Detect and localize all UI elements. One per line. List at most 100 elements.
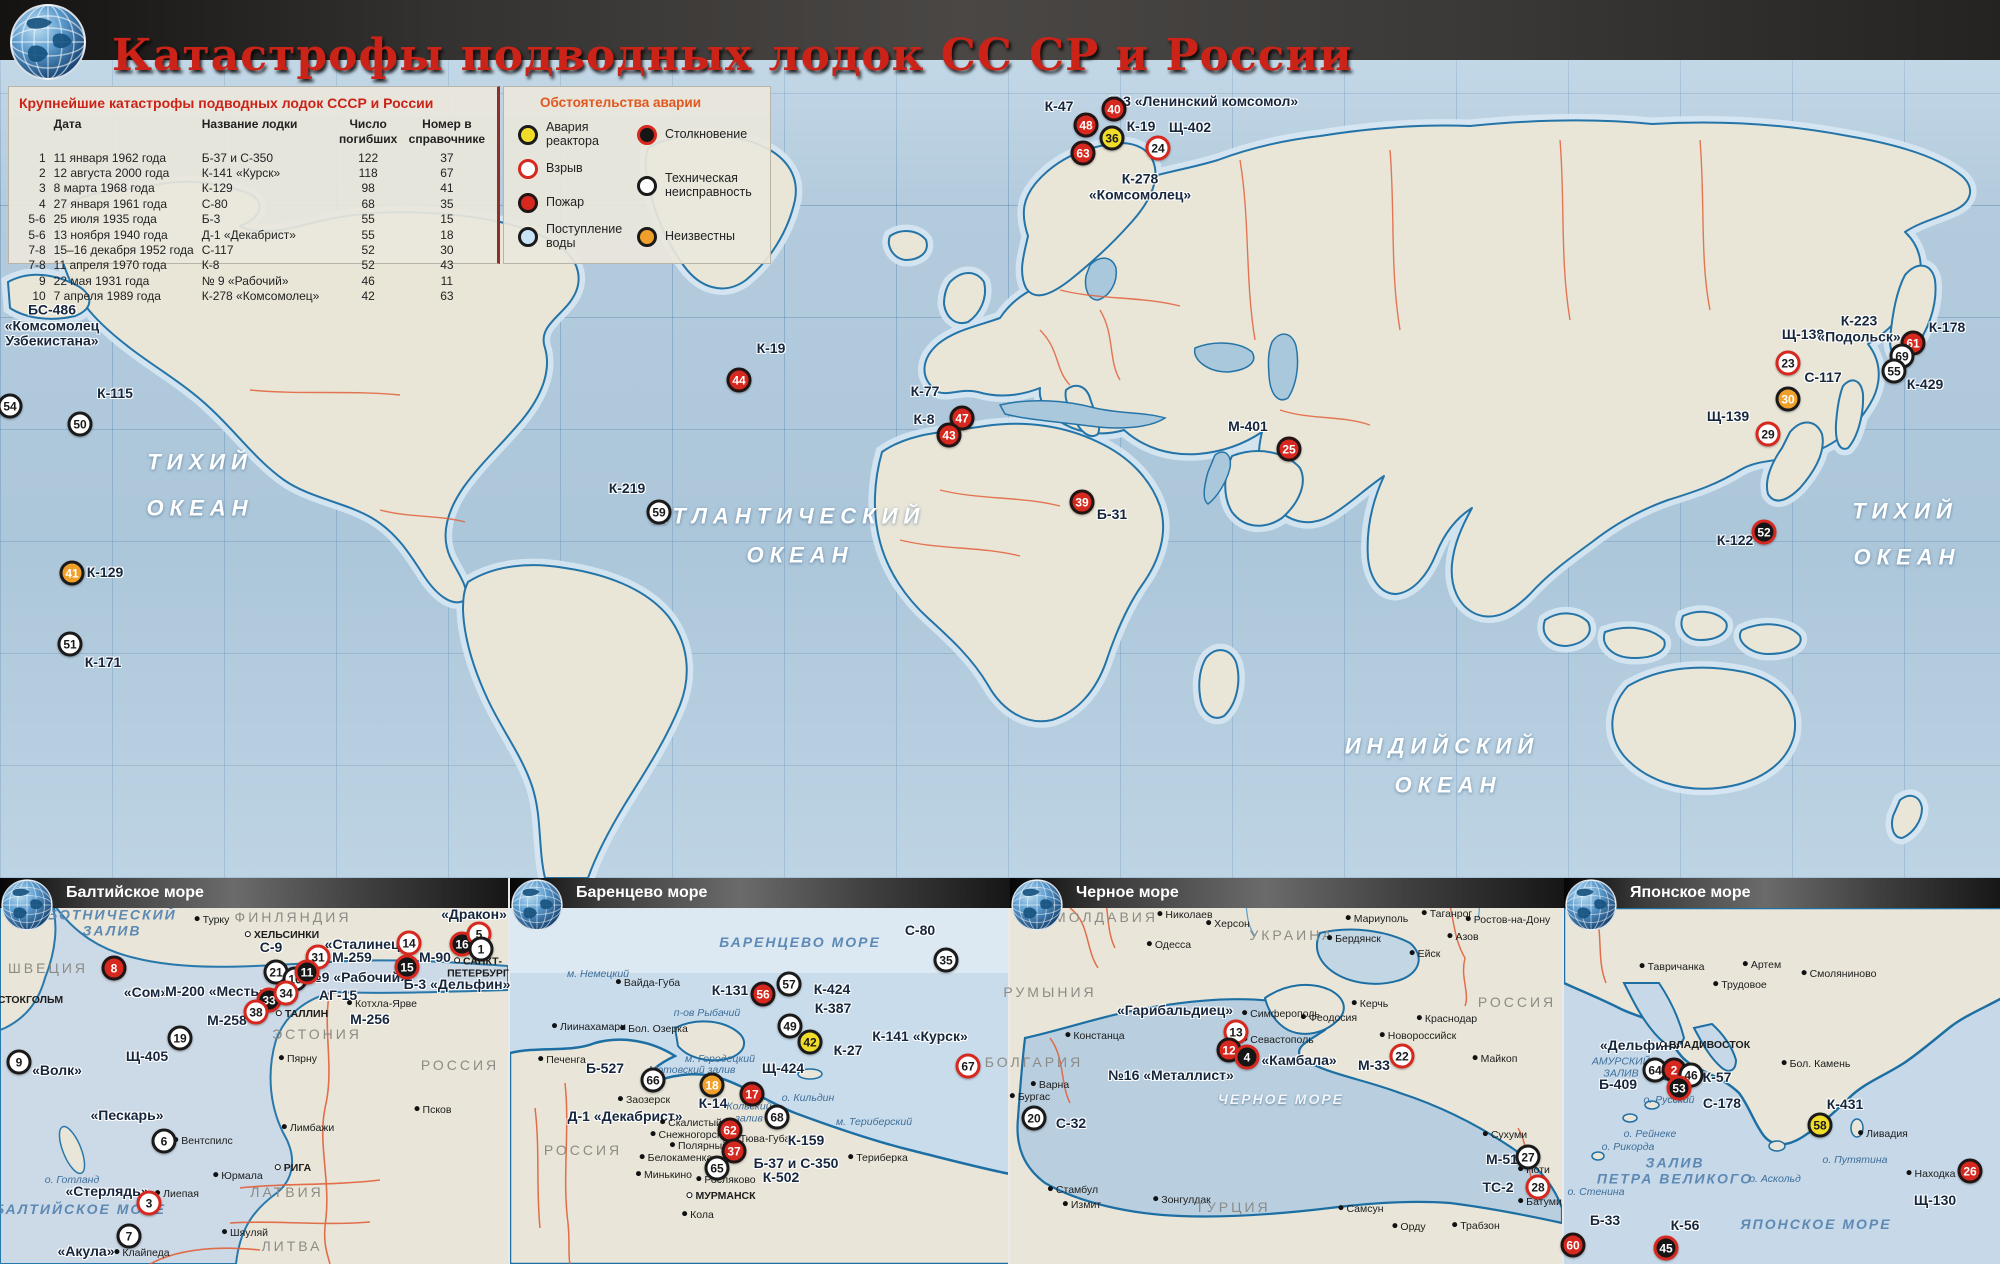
map-marker-53[interactable]: 53	[1666, 1075, 1692, 1101]
map-marker-26[interactable]: 26	[1957, 1158, 1983, 1184]
globe-icon	[1565, 879, 1617, 931]
map-marker-4[interactable]: 4	[1234, 1044, 1260, 1070]
map-marker-55[interactable]: 55	[1881, 358, 1907, 384]
map-label: РОССИЯ	[543, 1142, 623, 1159]
map-label: К-57	[1702, 1069, 1732, 1086]
map-label: Варна	[1031, 1079, 1069, 1092]
map-marker-23[interactable]: 23	[1775, 350, 1801, 376]
inset-black-sea-title: Черное море	[1076, 884, 1179, 901]
map-marker-1[interactable]: 1	[468, 936, 494, 962]
map-marker-58[interactable]: 58	[1807, 1112, 1833, 1138]
map-marker-28[interactable]: 28	[1525, 1174, 1551, 1200]
map-marker-34[interactable]: 34	[273, 980, 299, 1006]
map-label: К-19	[1126, 118, 1156, 135]
map-label: Вентспилс	[173, 1135, 233, 1148]
map-marker-40[interactable]: 40	[1101, 96, 1127, 122]
map-label: ЧЕРНОЕ МОРЕ	[1217, 1091, 1345, 1108]
map-label: ТУРЦИЯ	[1195, 1199, 1271, 1216]
map-marker-59[interactable]: 59	[646, 499, 672, 525]
map-marker-66[interactable]: 66	[640, 1067, 666, 1093]
map-marker-39[interactable]: 39	[1069, 489, 1095, 515]
map-label: Бол. Озерка	[620, 1023, 688, 1036]
flood-marker-icon	[518, 227, 538, 247]
map-label: Ейск	[1410, 948, 1441, 961]
map-marker-8[interactable]: 8	[101, 955, 127, 981]
map-marker-6[interactable]: 6	[151, 1128, 177, 1154]
map-marker-15[interactable]: 15	[394, 954, 420, 980]
map-label: РИГА	[275, 1162, 311, 1175]
map-marker-57[interactable]: 57	[776, 971, 802, 997]
map-marker-62[interactable]: 62	[717, 1117, 743, 1143]
map-label: №9 «Рабочий»	[306, 969, 408, 986]
map-marker-20[interactable]: 20	[1021, 1105, 1047, 1131]
map-label: С-9	[259, 939, 283, 956]
map-marker-29[interactable]: 29	[1755, 421, 1781, 447]
map-marker-36[interactable]: 36	[1099, 125, 1125, 151]
map-label: Б-3 «Дельфин»	[403, 976, 511, 993]
map-label: Трабзон	[1452, 1220, 1500, 1233]
legend-item-explosion: Взрыв	[518, 159, 637, 179]
map-marker-35[interactable]: 35	[933, 947, 959, 973]
map-marker-51[interactable]: 51	[57, 631, 83, 657]
map-label: о. Готланд	[44, 1174, 100, 1187]
map-label: Новороссийск	[1380, 1030, 1456, 1043]
map-label: М-51	[1486, 1151, 1518, 1168]
map-marker-49[interactable]: 49	[777, 1013, 803, 1039]
map-marker-45[interactable]: 45	[1653, 1235, 1679, 1261]
map-label: М-258	[207, 1012, 247, 1029]
map-marker-44[interactable]: 44	[726, 367, 752, 393]
map-label: К-431	[1826, 1096, 1864, 1113]
map-marker-63[interactable]: 63	[1070, 140, 1096, 166]
map-label: м. Териберский	[835, 1116, 913, 1129]
map-marker-54[interactable]: 54	[0, 393, 23, 419]
map-marker-67[interactable]: 67	[955, 1053, 981, 1079]
map-marker-18[interactable]: 18	[699, 1072, 725, 1098]
map-marker-3[interactable]: 3	[136, 1190, 162, 1216]
map-label: ЭСТОНИЯ	[272, 1026, 362, 1043]
map-label: Скалистый	[660, 1117, 722, 1130]
map-marker-25[interactable]: 25	[1276, 436, 1302, 462]
map-label: Котхла-Ярве	[347, 998, 417, 1011]
explosion-marker-icon	[518, 159, 538, 179]
map-label: К-171	[84, 654, 122, 671]
map-marker-43[interactable]: 43	[936, 422, 962, 448]
map-marker-38[interactable]: 38	[243, 999, 269, 1025]
map-marker-41[interactable]: 41	[59, 560, 85, 586]
map-marker-52[interactable]: 52	[1751, 519, 1777, 545]
legend-label: Взрыв	[546, 161, 583, 176]
map-marker-19[interactable]: 19	[167, 1025, 193, 1051]
map-marker-7[interactable]: 7	[116, 1223, 142, 1249]
map-label: Лиинахамари	[552, 1021, 626, 1034]
map-label: «Волк»	[32, 1062, 82, 1079]
map-marker-48[interactable]: 48	[1073, 112, 1099, 138]
map-marker-17[interactable]: 17	[739, 1081, 765, 1107]
map-marker-50[interactable]: 50	[67, 411, 93, 437]
map-marker-22[interactable]: 22	[1389, 1043, 1415, 1069]
table-col-header: Номер в справочнике	[408, 117, 486, 147]
map-marker-9[interactable]: 9	[6, 1049, 32, 1075]
map-marker-65[interactable]: 65	[704, 1155, 730, 1181]
map-marker-27[interactable]: 27	[1515, 1144, 1541, 1170]
map-marker-60[interactable]: 60	[1560, 1232, 1586, 1258]
map-label: Азов	[1447, 931, 1478, 944]
map-label: ЛИТВА	[261, 1238, 323, 1255]
map-marker-11[interactable]: 11	[294, 959, 320, 985]
map-label: Кола	[682, 1209, 714, 1222]
map-marker-30[interactable]: 30	[1775, 386, 1801, 412]
map-marker-42[interactable]: 42	[797, 1029, 823, 1055]
legend-label: Столкновение	[665, 127, 748, 142]
map-label: ЛАТВИЯ	[250, 1184, 324, 1201]
map-marker-24[interactable]: 24	[1145, 135, 1171, 161]
map-label: М-259	[332, 949, 372, 966]
map-marker-56[interactable]: 56	[750, 981, 776, 1007]
map-label: Бол. Камень	[1782, 1058, 1851, 1071]
map-marker-14[interactable]: 14	[396, 930, 422, 956]
map-label: ХЕЛЬСИНКИ	[245, 929, 319, 942]
map-marker-68[interactable]: 68	[764, 1104, 790, 1130]
map-label: Севастополь	[1242, 1034, 1313, 1047]
technical-marker-icon	[637, 176, 658, 196]
map-label: Щ-405	[125, 1048, 169, 1065]
map-label: ЯПОНСКОЕ МОРЕ	[1740, 1216, 1892, 1233]
map-label: К-131	[711, 982, 749, 999]
